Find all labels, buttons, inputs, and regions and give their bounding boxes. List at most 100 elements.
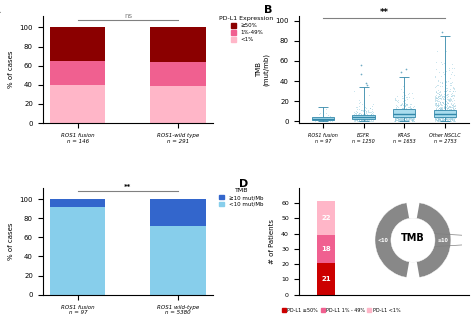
Point xyxy=(432,60,439,65)
Point xyxy=(440,114,447,119)
Point xyxy=(437,107,445,112)
Point xyxy=(402,116,410,121)
Point xyxy=(431,97,439,102)
Bar xyxy=(50,27,105,61)
Point xyxy=(445,105,453,110)
Point xyxy=(445,96,453,101)
Point xyxy=(447,93,455,98)
Point xyxy=(450,107,457,112)
Point xyxy=(404,117,411,122)
Point xyxy=(450,112,457,117)
Point xyxy=(367,106,374,111)
Point xyxy=(408,118,416,123)
Point xyxy=(366,112,374,117)
Point xyxy=(442,82,450,87)
Point xyxy=(446,117,454,122)
Point xyxy=(439,115,447,120)
Point xyxy=(448,116,456,121)
Point xyxy=(365,116,373,121)
Point xyxy=(409,96,417,101)
Point xyxy=(438,100,446,105)
Point xyxy=(350,117,357,122)
Point xyxy=(432,101,440,106)
Point xyxy=(368,116,376,121)
Point xyxy=(407,116,414,121)
Point xyxy=(447,113,454,118)
Point xyxy=(434,117,442,122)
Point xyxy=(442,99,450,104)
Point xyxy=(439,100,447,106)
Point xyxy=(435,104,442,109)
Point xyxy=(406,112,413,117)
Point xyxy=(435,117,442,122)
Point xyxy=(435,93,443,98)
Point xyxy=(444,3,452,8)
Point xyxy=(350,109,357,114)
Point xyxy=(369,112,376,117)
Bar xyxy=(151,27,206,62)
Bar xyxy=(50,85,105,123)
Point xyxy=(410,118,417,123)
Point xyxy=(450,106,457,111)
Point xyxy=(392,115,400,120)
Point xyxy=(403,114,411,119)
Point xyxy=(441,113,448,119)
Point xyxy=(399,114,407,119)
Point xyxy=(408,113,415,118)
Point xyxy=(447,115,455,120)
Point xyxy=(450,109,457,114)
Point xyxy=(450,110,458,115)
Point xyxy=(447,110,455,115)
Point xyxy=(438,115,445,120)
Point xyxy=(432,95,439,100)
Point xyxy=(368,109,376,114)
Point xyxy=(446,88,454,93)
Point xyxy=(436,102,443,107)
Point xyxy=(439,114,447,120)
Point xyxy=(325,113,332,118)
Point xyxy=(433,115,440,120)
Point xyxy=(408,112,415,117)
Point xyxy=(435,82,442,87)
Point xyxy=(407,109,415,114)
Point xyxy=(447,100,455,105)
Point xyxy=(449,106,456,111)
Point xyxy=(356,115,364,120)
Point xyxy=(440,89,448,94)
Point xyxy=(432,97,440,102)
Point xyxy=(446,103,453,108)
Point xyxy=(392,116,400,121)
Point xyxy=(407,116,414,121)
Point xyxy=(444,111,452,116)
Point xyxy=(398,116,405,121)
Point xyxy=(438,100,446,105)
Point xyxy=(400,106,408,111)
Point xyxy=(437,113,444,119)
Point xyxy=(436,116,443,121)
Point xyxy=(436,69,443,74)
Point xyxy=(403,117,411,122)
Point xyxy=(443,114,451,120)
Point xyxy=(392,118,399,123)
Point xyxy=(367,112,375,117)
Point xyxy=(367,106,374,111)
Point xyxy=(442,104,450,109)
Point xyxy=(436,114,443,120)
Point xyxy=(438,117,446,122)
Point xyxy=(358,113,366,118)
Point xyxy=(409,113,416,118)
Point xyxy=(445,103,453,108)
Point xyxy=(441,85,448,90)
Point xyxy=(434,102,441,107)
Bar xyxy=(317,201,335,235)
Point xyxy=(443,114,450,120)
Point xyxy=(449,107,456,112)
Point xyxy=(433,111,441,116)
Point xyxy=(432,106,440,111)
Point xyxy=(441,89,448,94)
Point xyxy=(396,116,403,121)
Point xyxy=(367,112,375,117)
Point xyxy=(432,90,440,95)
Point xyxy=(397,115,404,120)
Point xyxy=(363,112,371,117)
